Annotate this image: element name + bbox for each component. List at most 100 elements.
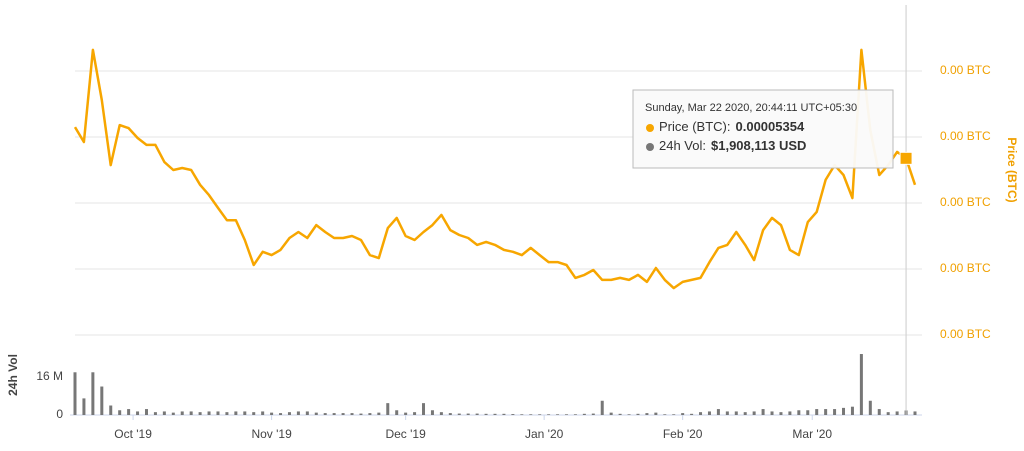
price-line xyxy=(73,48,917,290)
volume-bar xyxy=(180,411,184,415)
volume-bar xyxy=(591,413,595,415)
volume-bar xyxy=(556,414,560,415)
volume-bar xyxy=(573,414,577,415)
volume-bar xyxy=(305,411,309,415)
volume-bar xyxy=(725,411,729,415)
volume-bar xyxy=(636,413,640,415)
volume-bar xyxy=(144,409,148,415)
volume-bar xyxy=(430,410,434,415)
volume-bar xyxy=(82,398,86,415)
volume-bar xyxy=(842,407,846,415)
x-tick-label: Dec '19 xyxy=(385,427,426,441)
y-axis-title: 24h Vol xyxy=(6,354,20,396)
volume-bar xyxy=(600,400,604,415)
volume-bar xyxy=(136,411,140,415)
volume-bar xyxy=(627,414,631,415)
y-tick-label: 0.00 BTC xyxy=(940,129,991,143)
volume-bar xyxy=(377,412,381,415)
volume-bar xyxy=(654,412,658,415)
volume-bar xyxy=(466,413,470,415)
volume-bar xyxy=(153,412,157,415)
volume-bar xyxy=(895,411,899,415)
volume-bar xyxy=(359,413,363,415)
volume-bar xyxy=(618,413,622,415)
y-tick-label: 0.00 BTC xyxy=(940,327,991,341)
volume-bar xyxy=(663,414,667,415)
volume-bar xyxy=(395,410,399,415)
volume-bar xyxy=(672,414,676,415)
volume-bar xyxy=(287,412,291,415)
volume-bar xyxy=(609,412,613,415)
volume-bar xyxy=(225,412,229,415)
volume-bar xyxy=(270,412,274,415)
volume-bar xyxy=(404,412,408,415)
volume-bar xyxy=(296,411,300,415)
volume-bar xyxy=(734,411,738,415)
x-tick-label: Feb '20 xyxy=(663,427,703,441)
tooltip-bullet xyxy=(646,124,654,132)
y-tick-label: 0 xyxy=(56,407,63,421)
volume-bar xyxy=(743,412,747,415)
volume-bar xyxy=(547,414,551,415)
volume-bar xyxy=(868,400,872,415)
tooltip: Sunday, Mar 22 2020, 20:44:11 UTC+05:30 P… xyxy=(632,89,894,169)
volume-bar xyxy=(779,412,783,415)
volume-bar xyxy=(859,354,863,415)
volume-bar xyxy=(332,413,336,415)
y-tick-label: 0.00 BTC xyxy=(940,63,991,77)
volume-bar xyxy=(833,409,837,415)
tooltip-price-value: 0.00005354 xyxy=(736,119,805,134)
tooltip-volume-value: $1,908,113 USD xyxy=(711,138,806,153)
volume-bar xyxy=(413,412,417,415)
volume-bar xyxy=(189,411,193,415)
volume-bar xyxy=(475,413,479,415)
volume-bar xyxy=(716,409,720,415)
volume-bar xyxy=(886,412,890,415)
volume-bar xyxy=(118,410,122,415)
volume-bar xyxy=(386,403,390,415)
x-tick-label: Nov '19 xyxy=(251,427,292,441)
volume-bar xyxy=(752,411,756,415)
volume-bar xyxy=(538,414,542,415)
volume-bar xyxy=(520,414,524,415)
volume-bar xyxy=(216,411,220,415)
volume-bar xyxy=(690,413,694,415)
volume-bar xyxy=(368,413,372,415)
volume-bar xyxy=(457,413,461,415)
volume-bar xyxy=(582,413,586,415)
volume-bar xyxy=(243,411,247,415)
tooltip-box xyxy=(632,89,894,169)
x-tick-label: Oct '19 xyxy=(114,427,152,441)
volume-bar xyxy=(279,413,283,415)
volume-bar xyxy=(645,413,649,415)
volume-bar xyxy=(511,414,515,415)
volume-bar xyxy=(109,405,113,415)
volume-bar xyxy=(815,409,819,415)
volume-bar xyxy=(493,413,497,415)
hover-marker xyxy=(899,151,913,165)
volume-bar xyxy=(824,409,828,415)
y-tick-label: 0.00 BTC xyxy=(940,195,991,209)
volume-bar xyxy=(439,412,443,415)
volume-bar xyxy=(341,413,345,415)
volume-bar xyxy=(261,411,265,415)
volume-bar xyxy=(564,414,568,415)
volume-bar xyxy=(234,411,238,415)
y-tick-label: 0.00 BTC xyxy=(940,261,991,275)
volume-bar xyxy=(484,413,488,415)
volume-bar xyxy=(770,411,774,415)
y-tick-label: 16 M xyxy=(36,369,63,383)
tooltip-price-name: Price (BTC): xyxy=(659,119,731,134)
volume-bar xyxy=(913,411,917,415)
tooltip-bullet xyxy=(646,143,654,151)
volume-bar xyxy=(73,372,77,415)
volume-bar xyxy=(806,410,810,415)
volume-bar xyxy=(207,411,211,415)
volume-bar xyxy=(252,412,256,415)
volume-bar xyxy=(422,403,426,415)
x-tick-label: Jan '20 xyxy=(525,427,564,441)
volume-bar xyxy=(91,372,95,415)
tooltip-date: Sunday, Mar 22 2020, 20:44:11 UTC+05:30 xyxy=(645,102,857,114)
